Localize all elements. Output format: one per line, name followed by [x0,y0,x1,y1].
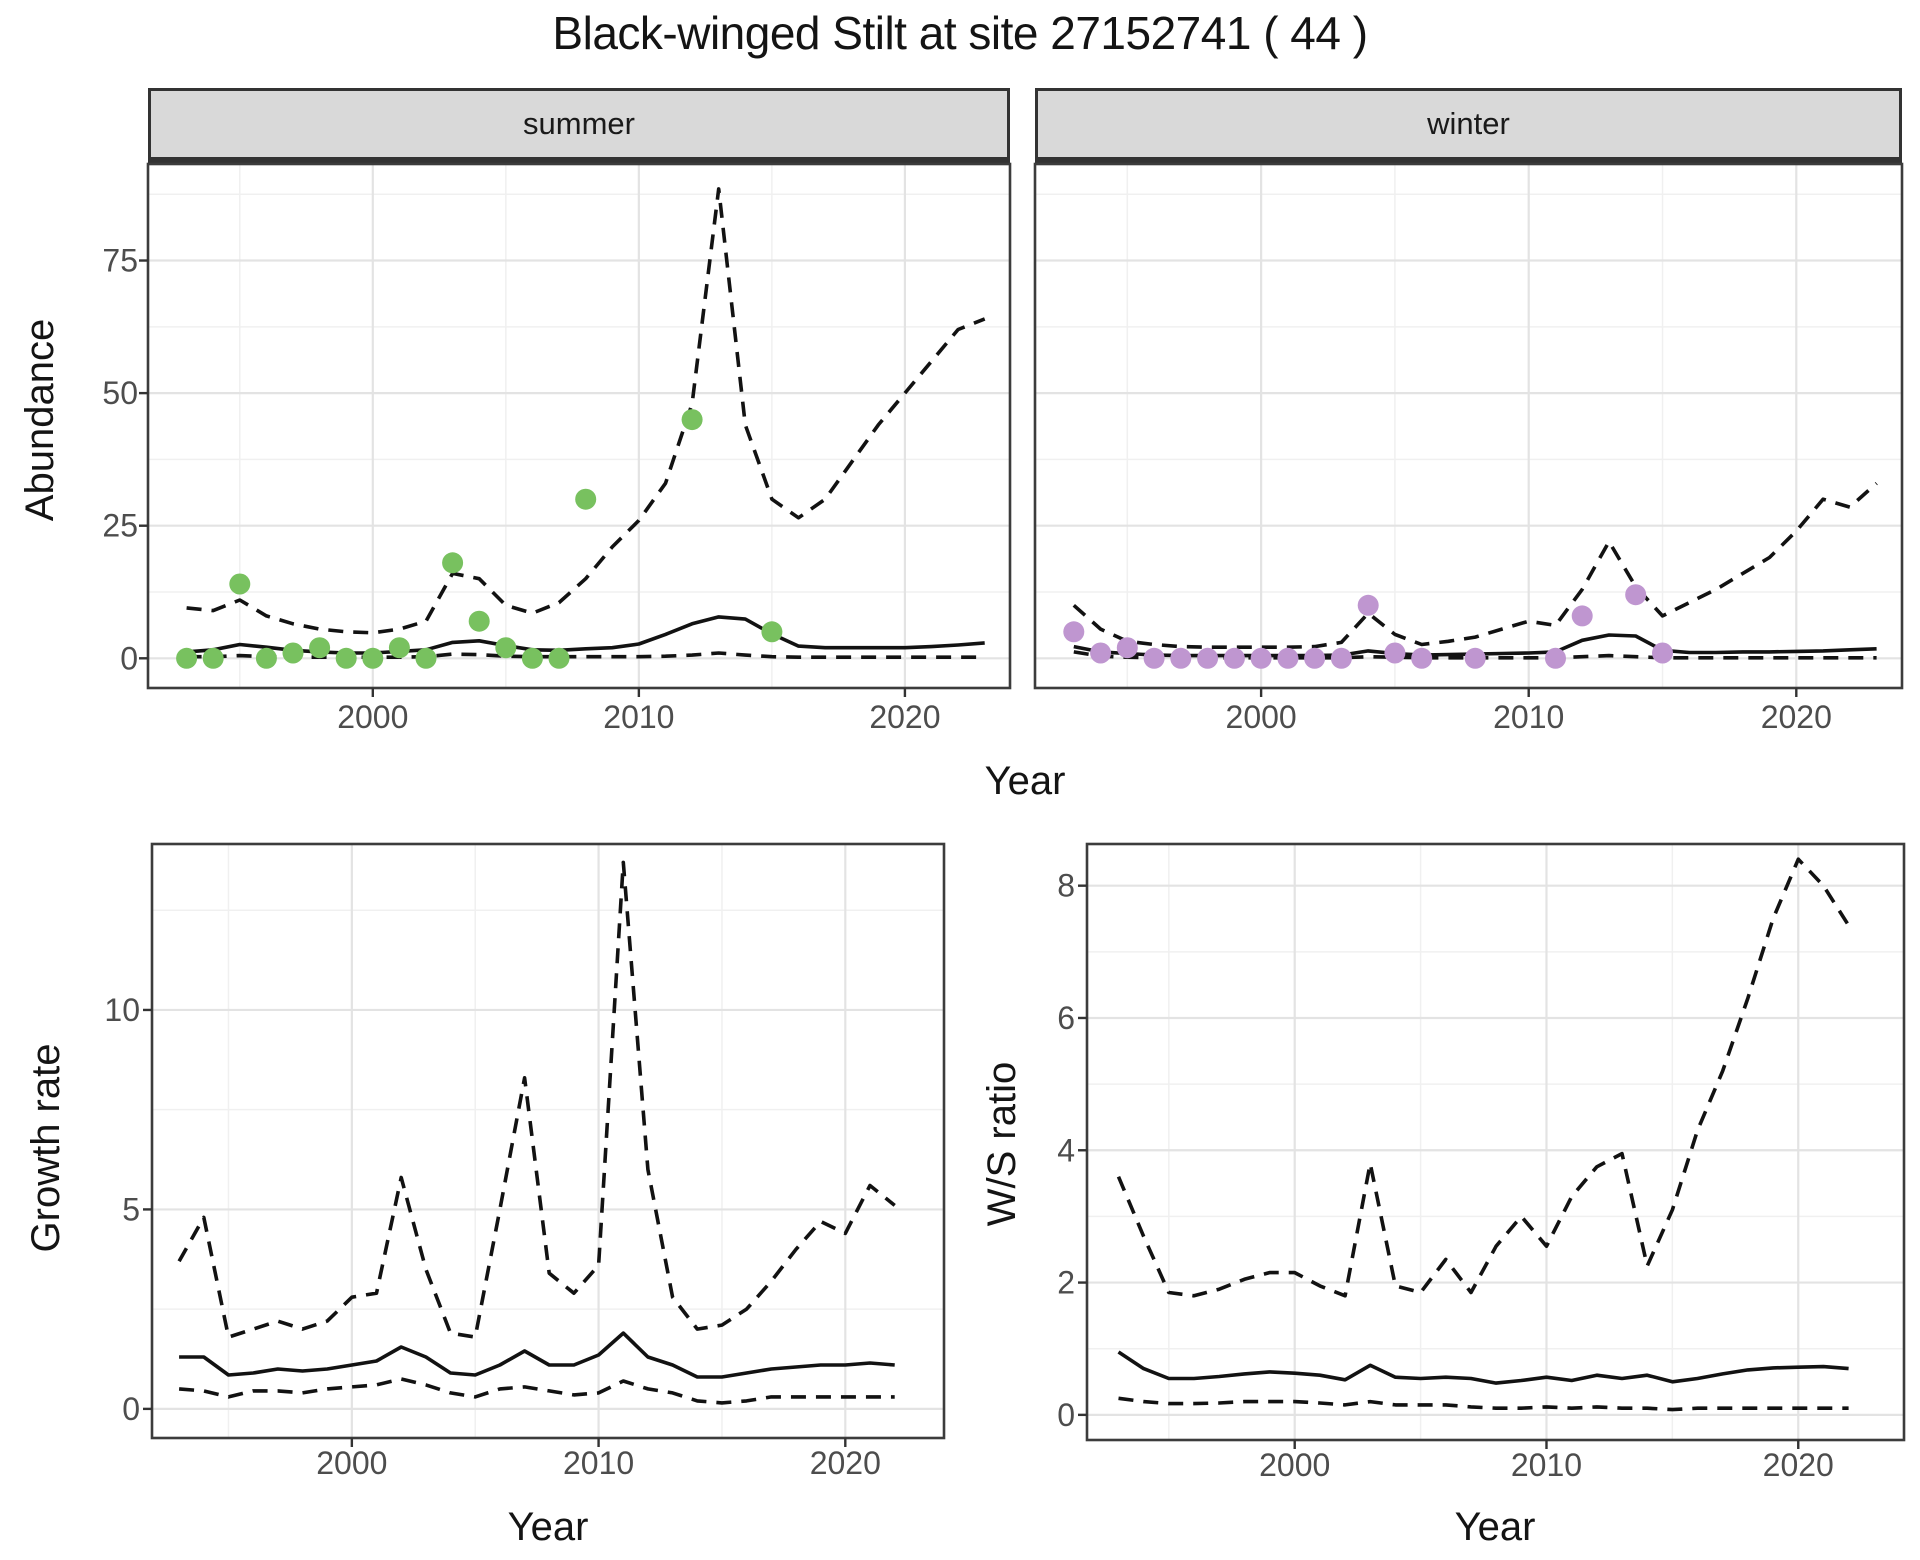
y-tick-label: 5 [122,1191,140,1227]
winter-abundance-observed-points [1063,584,1673,669]
observed-point [282,642,304,664]
observed-point [1357,594,1379,616]
y-tick-label: 8 [1057,868,1075,904]
observed-point [1170,647,1192,669]
panel-growth-rate: 2000 2010 2020 0 5 10 [104,842,946,1481]
observed-point [255,647,277,669]
panel-border [146,162,1012,690]
observed-point [1197,647,1219,669]
observed-point [1330,647,1352,669]
y-tick-label: 25 [102,508,138,544]
observed-point [176,647,198,669]
observed-point [1116,637,1138,659]
facet-strip-winter: winter [1035,88,1902,164]
observed-point [495,637,517,659]
observed-point [1625,584,1647,606]
observed-point [202,647,224,669]
observed-point [415,647,437,669]
observed-point [575,488,597,510]
observed-point [1304,647,1326,669]
observed-point [1250,647,1272,669]
facet-strip-label-winter: winter [1427,106,1510,141]
x-axis-title-year-bottom-left: Year [507,1504,589,1549]
ws-ratio-median-line [1117,1350,1849,1385]
y-axis-title-ws-ratio: W/S ratio [979,1061,1024,1227]
x-axis-title-year-bottom-right: Year [1454,1504,1536,1549]
observed-point [1277,647,1299,669]
observed-point [1652,642,1673,664]
y-tick-label: 4 [1057,1132,1075,1168]
x-tick-label: 2020 [869,699,940,735]
y-tick-label: 10 [104,992,140,1028]
winter-abundance-upper-95-ci-line [1072,481,1878,650]
observed-point [1464,647,1486,669]
panel-winter-abundance: 2000 2010 2020 [1033,162,1904,735]
observed-point [335,647,357,669]
x-tick-label: 2020 [810,1445,881,1481]
panel-border [1033,162,1904,690]
panel-ws-ratio: 2000 2010 2020 0 2 4 6 8 [1057,842,1906,1483]
observed-point [468,610,490,632]
y-tick-label: 0 [120,640,138,676]
x-tick-label: 2000 [1259,1447,1330,1483]
summer-abundance-observed-points [176,409,783,669]
observed-point [1571,605,1593,627]
summer-abundance-upper-95-ci-line [186,187,986,635]
observed-point [388,637,410,659]
observed-point [548,647,570,669]
observed-point [1411,647,1433,669]
y-tick-label: 75 [102,243,138,279]
y-tick-label: 6 [1057,1000,1075,1036]
x-axis-title-year-top: Year [984,758,1066,803]
observed-point [1063,621,1085,643]
growth-rate-upper-95-ci-line [177,860,896,1339]
observed-point [1545,647,1566,669]
y-tick-label: 50 [102,375,138,411]
x-tick-label: 2000 [316,1445,387,1481]
x-tick-label: 2010 [603,699,674,735]
panel-border [150,842,946,1440]
x-tick-label: 2010 [1511,1447,1582,1483]
x-tick-label: 2010 [1493,699,1564,735]
panel-summer-abundance: 2000 2010 2020 0 25 50 75 [102,162,1012,735]
x-tick-label: 2000 [1226,699,1297,735]
plot-title: Black-winged Stilt at site 27152741 ( 44… [552,7,1368,59]
observed-point [309,637,331,659]
facet-strip-summer: summer [148,88,1010,164]
y-tick-label: 0 [122,1391,140,1427]
growth-rate-median-line [179,1331,895,1379]
panel-border [1085,842,1906,1442]
y-tick-label: 2 [1057,1265,1075,1301]
observed-point [362,647,384,669]
observed-point [521,647,543,669]
observed-point [681,409,703,431]
observed-point [229,573,251,595]
observed-point [1384,642,1406,664]
y-tick-label: 0 [1057,1397,1075,1433]
observed-point [442,552,464,574]
y-axis-title-growth-rate: Growth rate [23,1043,68,1253]
observed-point [1223,647,1245,669]
observed-point [1090,642,1112,664]
x-tick-label: 2000 [337,699,408,735]
x-tick-label: 2020 [1761,699,1832,735]
growth-rate-lower-95-ci-line [178,1377,895,1405]
observed-point [1143,647,1165,669]
ws-ratio-upper-95-ci-line [1116,857,1851,1298]
ws-ratio-lower-95-ci-line [1118,1396,1849,1412]
facet-strip-label-summer: summer [523,106,635,141]
observed-point [761,621,783,643]
x-tick-label: 2010 [563,1445,634,1481]
y-axis-title-abundance: Abundance [17,318,62,522]
x-tick-label: 2020 [1763,1447,1834,1483]
